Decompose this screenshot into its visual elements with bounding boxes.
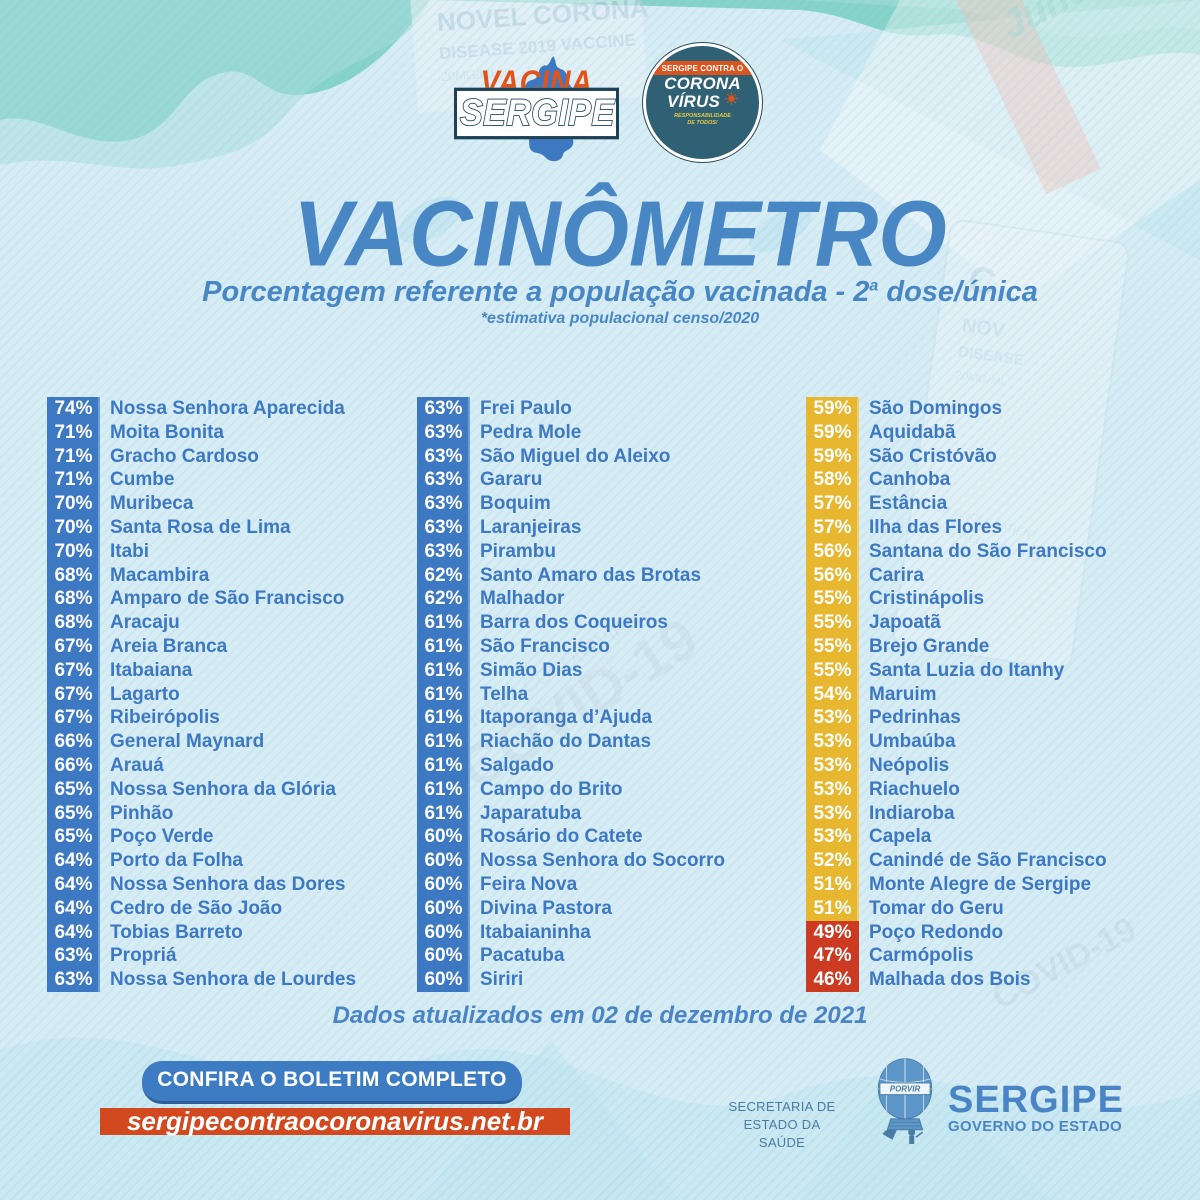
svg-text:PORVIR: PORVIR [890,1085,921,1094]
